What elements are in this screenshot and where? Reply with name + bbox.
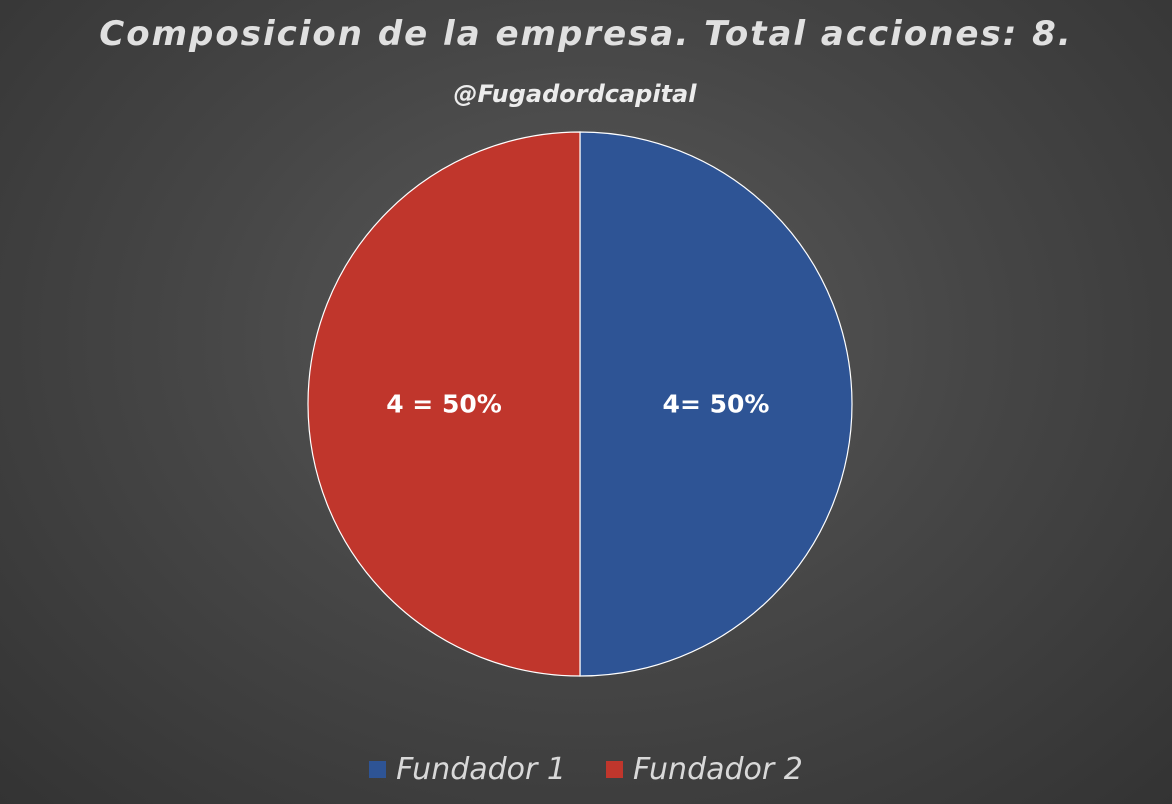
chart-title: Composicion de la empresa. Total accione… [99, 14, 1073, 54]
legend-item-fundador-2: Fundador 2 [606, 752, 803, 787]
legend: Fundador 1 Fundador 2 [0, 752, 1172, 787]
chart-subtitle: @Fugadordcapital [453, 80, 697, 108]
data-label-fundador-2: 4 = 50% [386, 390, 502, 419]
legend-swatch-fundador-1 [369, 761, 387, 778]
pie-slice-fundador-2 [307, 131, 581, 677]
data-label-fundador-1: 4= 50% [663, 390, 770, 419]
legend-swatch-fundador-2 [606, 761, 623, 778]
legend-label-fundador-2: Fundador 2 [633, 752, 803, 787]
pie-slice-fundador-1 [579, 131, 853, 677]
legend-item-fundador-1: Fundador 1 [369, 752, 566, 787]
legend-label-fundador-1: Fundador 1 [396, 752, 566, 787]
